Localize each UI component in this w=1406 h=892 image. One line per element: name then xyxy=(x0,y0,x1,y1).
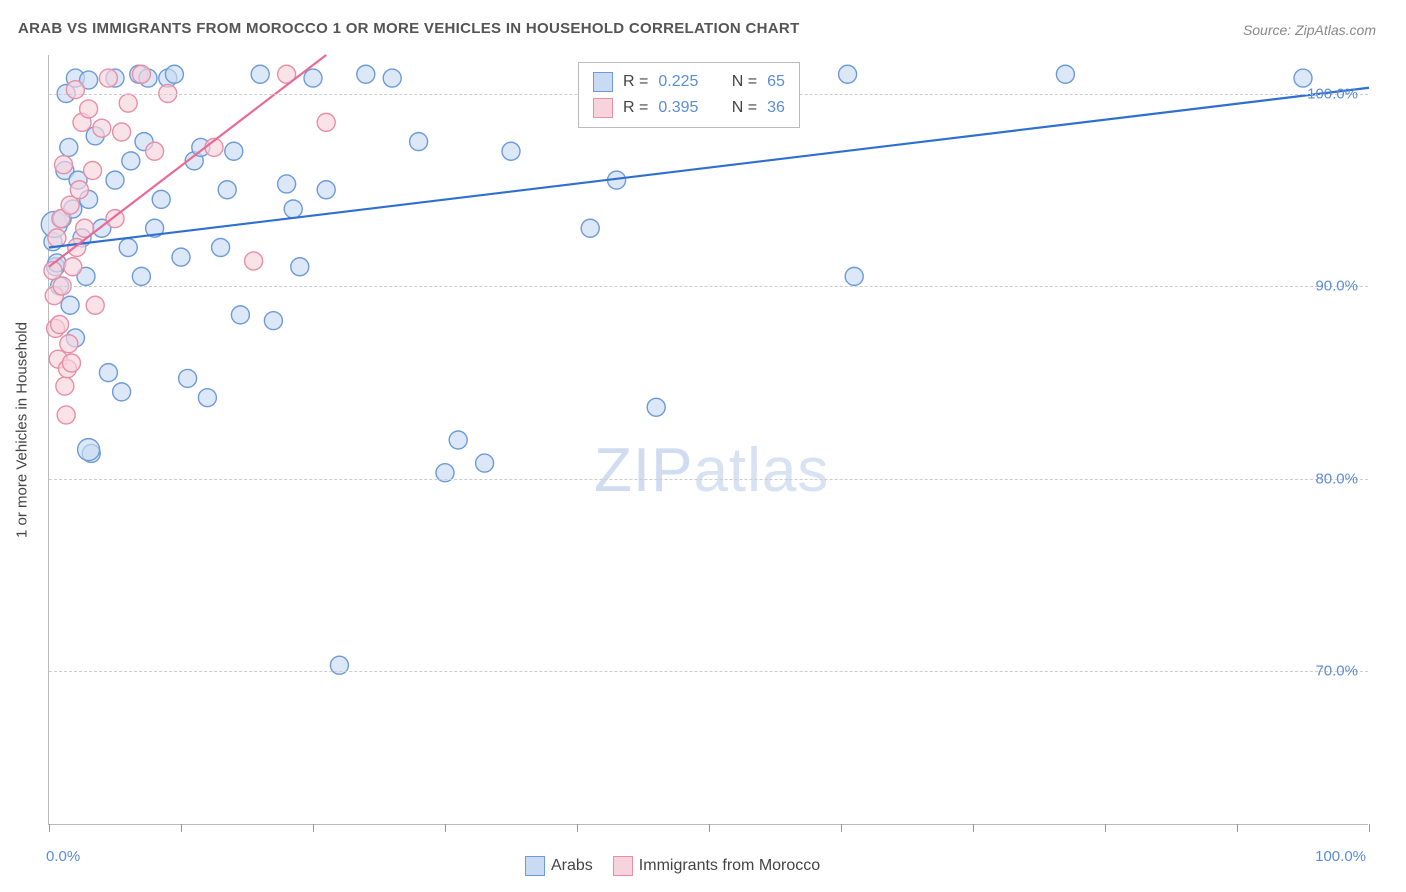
y-axis-label: 1 or more Vehicles in Household xyxy=(14,322,31,538)
y-tick-label: 90.0% xyxy=(1315,278,1358,295)
y-tick-label: 80.0% xyxy=(1315,470,1358,487)
source-attribution: Source: ZipAtlas.com xyxy=(1243,22,1376,38)
legend-label: Immigrants from Morocco xyxy=(639,857,820,874)
y-tick-label: 100.0% xyxy=(1307,85,1358,102)
legend-series: Arabs Immigrants from Morocco xyxy=(525,856,820,876)
watermark: ZIPatlas xyxy=(594,435,829,506)
x-tick xyxy=(1369,824,1370,832)
legend-swatch xyxy=(593,98,613,118)
x-tick xyxy=(709,824,710,832)
x-tick xyxy=(445,824,446,832)
gridline xyxy=(49,479,1368,480)
chart-title: ARAB VS IMMIGRANTS FROM MOROCCO 1 OR MOR… xyxy=(18,20,800,37)
legend-row: R = 0.225 N = 65 xyxy=(593,69,785,95)
x-tick xyxy=(973,824,974,832)
x-tick-max: 100.0% xyxy=(1315,848,1366,865)
x-tick xyxy=(1237,824,1238,832)
x-tick xyxy=(49,824,50,832)
x-tick xyxy=(577,824,578,832)
legend-swatch xyxy=(525,856,545,876)
legend-label: Arabs xyxy=(551,857,593,874)
x-tick xyxy=(1105,824,1106,832)
legend-swatch xyxy=(593,72,613,92)
legend-correlation: R = 0.225 N = 65R = 0.395 N = 36 xyxy=(578,62,800,128)
correlation-chart: ARAB VS IMMIGRANTS FROM MOROCCO 1 OR MOR… xyxy=(0,0,1406,892)
watermark-main: ZIP xyxy=(594,436,693,505)
legend-item: Arabs xyxy=(525,856,593,876)
legend-item: Immigrants from Morocco xyxy=(613,856,820,876)
x-tick xyxy=(841,824,842,832)
y-tick-label: 70.0% xyxy=(1315,663,1358,680)
plot-area: ZIPatlas 70.0% 80.0% 90.0% 100.0% xyxy=(48,55,1368,825)
x-tick xyxy=(181,824,182,832)
legend-swatch xyxy=(613,856,633,876)
legend-row: R = 0.395 N = 36 xyxy=(593,95,785,121)
gridline xyxy=(49,671,1368,672)
x-tick xyxy=(313,824,314,832)
x-tick-min: 0.0% xyxy=(46,848,80,865)
watermark-sub: atlas xyxy=(693,436,829,505)
gridline xyxy=(49,286,1368,287)
